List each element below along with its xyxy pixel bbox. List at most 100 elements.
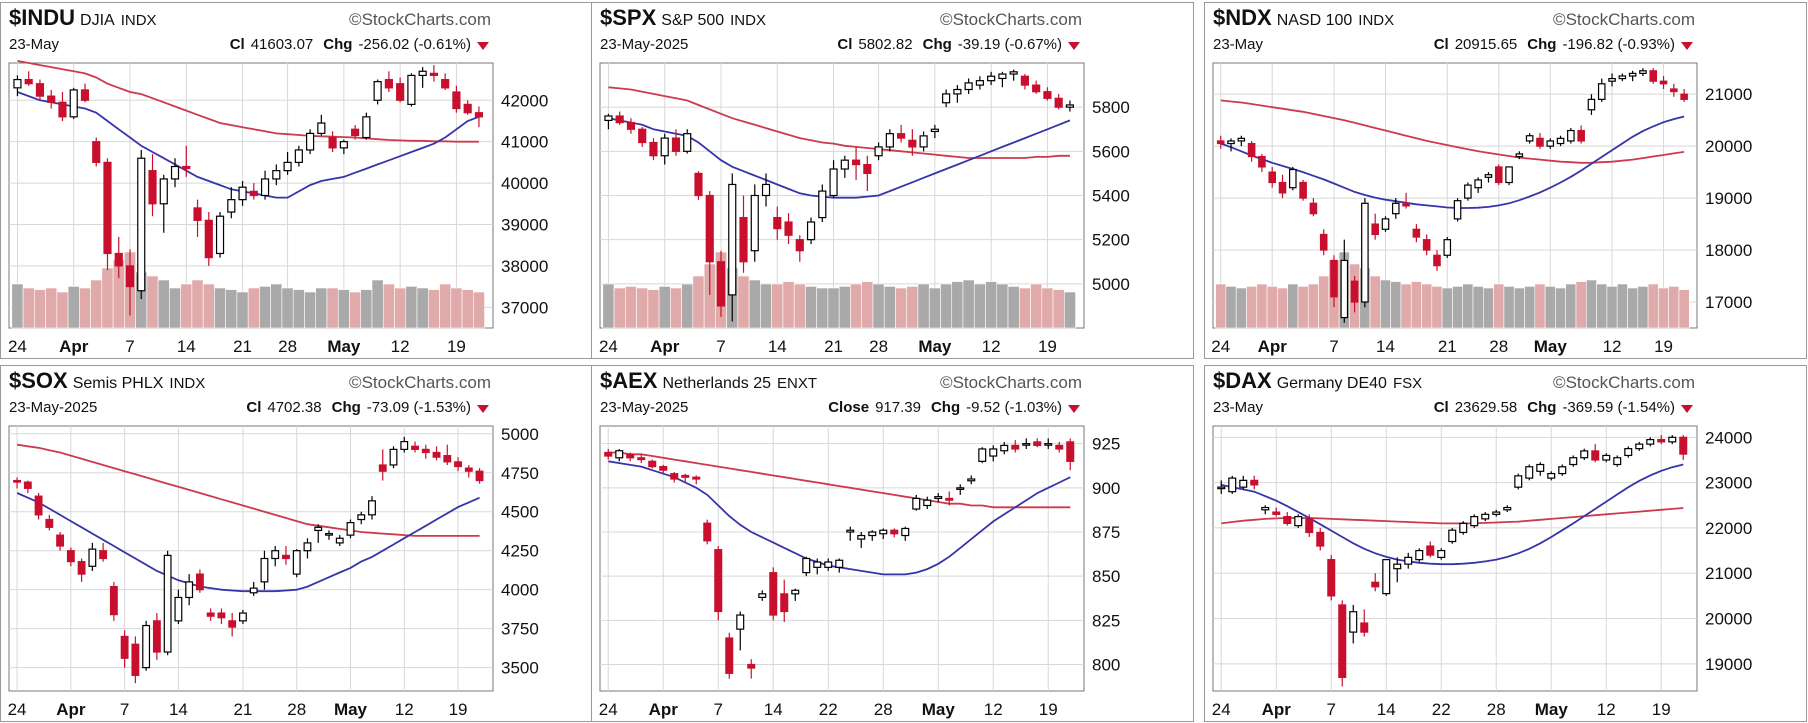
x-tick-label: May: [922, 700, 956, 719]
volume-bar: [1421, 283, 1433, 329]
volume-bar: [1524, 286, 1536, 329]
candle-body: [1294, 515, 1303, 527]
candle-body: [758, 593, 767, 598]
volume-bar: [1555, 287, 1567, 329]
y-tick-label: 21000: [1705, 564, 1752, 583]
candle-body: [1525, 466, 1534, 479]
candle: [1283, 512, 1292, 526]
index-name: Germany DE40: [1277, 375, 1387, 392]
candle: [328, 131, 337, 153]
volume-bar: [1647, 283, 1659, 329]
candle: [1412, 224, 1421, 243]
candle-body: [1319, 233, 1328, 251]
y-tick-label: 37000: [501, 298, 548, 317]
candle-body: [362, 116, 371, 139]
candle-body: [637, 457, 646, 461]
chg-label: Chg: [332, 399, 361, 416]
candle: [1216, 135, 1225, 149]
candle-body: [88, 548, 97, 567]
candle-body: [964, 82, 973, 91]
candle: [174, 589, 183, 624]
y-tick-label: 17000: [1705, 293, 1752, 312]
volume-bar: [917, 283, 930, 329]
volume-bar: [1007, 286, 1020, 329]
candle-body: [1065, 104, 1075, 108]
candle-body: [1009, 71, 1018, 75]
candle: [260, 170, 270, 200]
candle: [475, 468, 484, 484]
candle: [1278, 174, 1287, 199]
candle: [1679, 435, 1688, 460]
candle-body: [1536, 137, 1544, 147]
volume-bar: [838, 286, 851, 329]
candle: [1227, 138, 1235, 152]
x-tick-label: 24: [1212, 700, 1231, 719]
candle: [1494, 164, 1503, 186]
candle-body: [1556, 137, 1565, 145]
candle-body: [1618, 75, 1627, 80]
down-arrow-icon: [477, 405, 489, 413]
volume-bar: [1030, 283, 1043, 329]
volume-bar: [973, 283, 986, 329]
candle-body: [703, 522, 712, 542]
candle-body: [978, 448, 987, 462]
candle: [648, 459, 657, 469]
candle-body: [464, 467, 473, 472]
candle: [368, 496, 376, 520]
candle: [125, 249, 135, 316]
chart-title: $INDU DJIA INDX: [9, 5, 157, 30]
x-tick-label: May: [1535, 700, 1569, 719]
candle-body: [1474, 179, 1482, 189]
candle: [703, 519, 712, 545]
x-tick-label: 19: [1038, 337, 1057, 356]
candle-body: [725, 637, 734, 674]
symbol: $INDU: [9, 5, 75, 30]
candle-body: [1546, 140, 1555, 147]
volume-bar: [1596, 283, 1608, 329]
candle-body: [912, 497, 921, 510]
candle-body: [159, 178, 168, 205]
candle-body: [829, 168, 838, 197]
close-value: 4702.38: [267, 399, 321, 416]
candle-body: [1514, 475, 1523, 488]
candle: [901, 526, 910, 541]
candle-body: [346, 522, 355, 536]
candle-body: [1371, 223, 1379, 236]
candle-body: [1635, 443, 1644, 450]
candle-body: [1043, 91, 1052, 99]
candle: [227, 187, 236, 219]
candle: [987, 71, 996, 86]
candle-body: [885, 133, 894, 148]
candle: [1608, 73, 1616, 87]
candle: [761, 173, 771, 207]
candle: [92, 137, 101, 167]
candle-body: [283, 161, 292, 172]
candle-body: [204, 219, 213, 259]
candle: [1649, 68, 1658, 84]
x-tick-label: 19: [449, 700, 468, 719]
candle-body: [294, 149, 303, 163]
volume-bar: [1041, 287, 1054, 329]
candle: [1597, 78, 1606, 102]
candle: [1503, 505, 1512, 513]
y-tick-label: 39000: [501, 215, 548, 234]
volume-bar: [157, 279, 170, 329]
candle: [1624, 446, 1633, 458]
candle: [813, 558, 822, 575]
chart-svg: $SPX S&P 500 INDX ©StockCharts.com 23-May-20…: [599, 5, 1130, 356]
x-tick-label: 19: [447, 337, 466, 356]
candle-body: [1591, 450, 1600, 461]
candle: [705, 191, 714, 295]
candle: [1305, 514, 1314, 537]
candle-body: [35, 83, 45, 97]
candle-body: [271, 550, 280, 560]
volume-bar: [79, 287, 91, 329]
candle-body: [463, 103, 472, 114]
candle: [1402, 192, 1410, 209]
candle: [1591, 444, 1600, 463]
candle: [88, 542, 97, 571]
volume-bar: [1277, 287, 1288, 329]
candle-body: [1659, 80, 1668, 85]
close-label: Close: [828, 399, 869, 416]
volume-bar: [405, 286, 418, 329]
